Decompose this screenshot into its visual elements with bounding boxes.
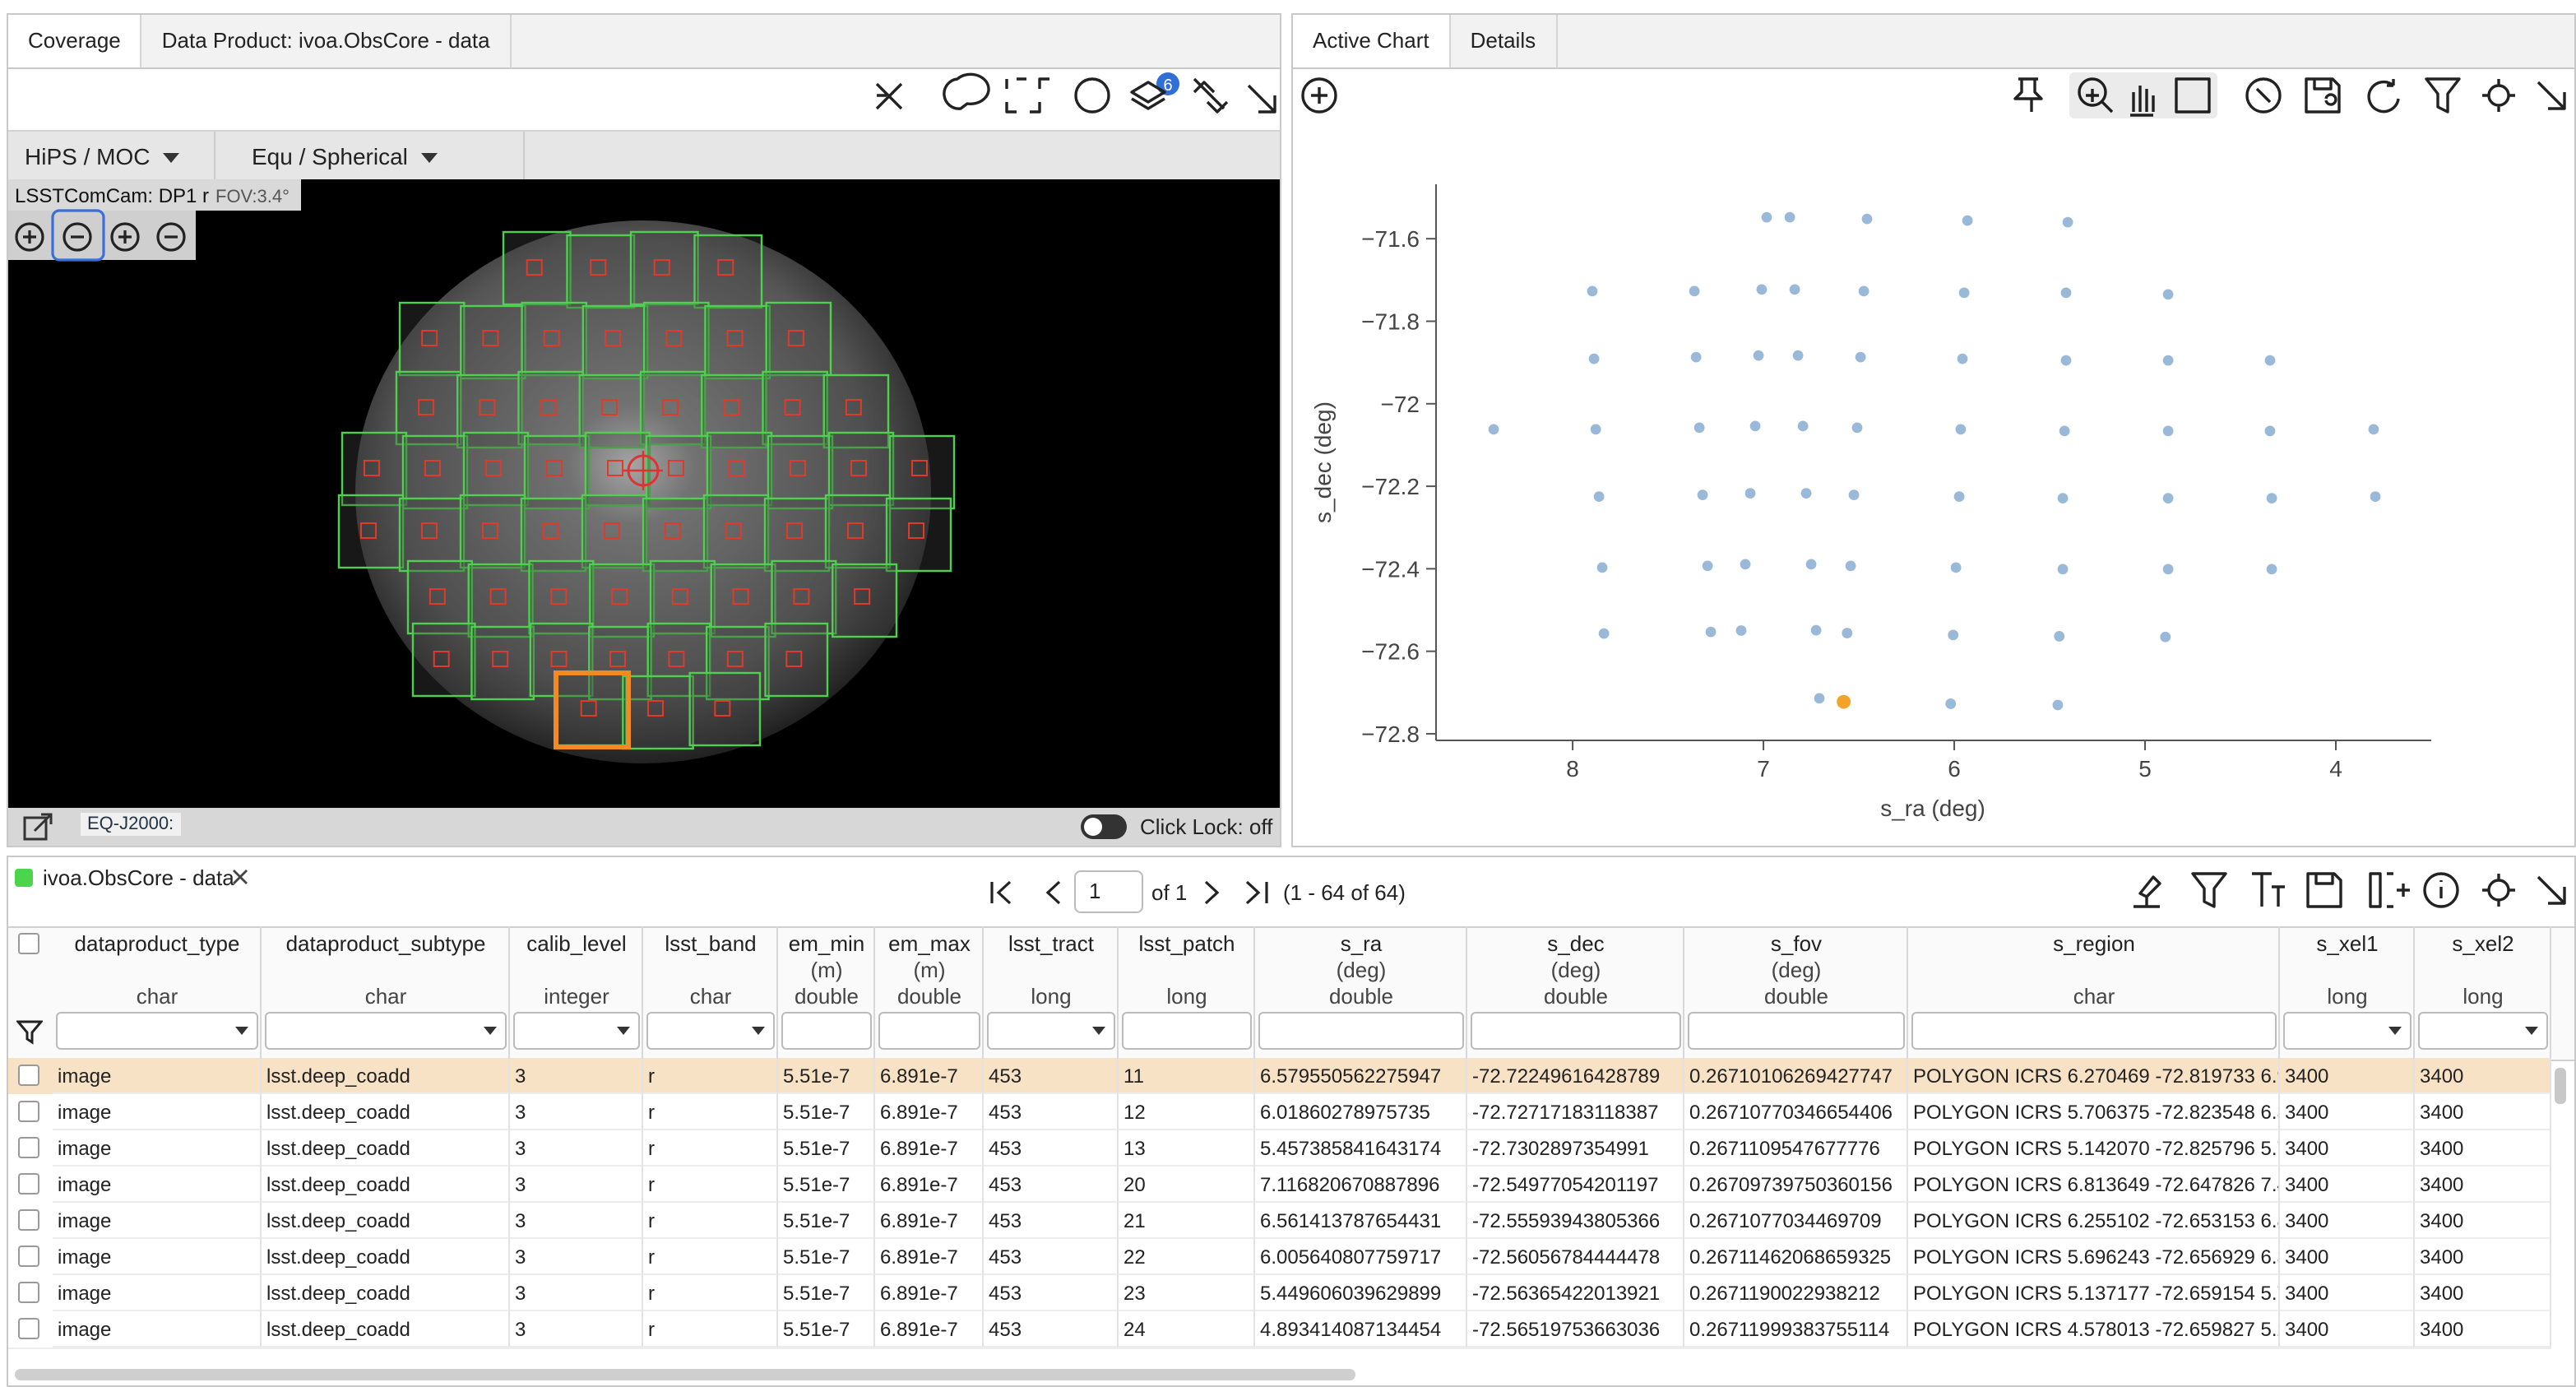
toolbar-button[interactable] xyxy=(1249,86,1275,112)
tool-active xyxy=(2069,72,2217,118)
toolbar-button[interactable] xyxy=(2369,79,2398,112)
toolbar-button[interactable] xyxy=(2538,82,2564,109)
toolbar-button[interactable] xyxy=(1303,79,1336,112)
toolbar-button[interactable] xyxy=(1194,79,1227,112)
toolbar-button[interactable] xyxy=(2193,874,2226,907)
toolbar-button[interactable] xyxy=(2538,877,2564,903)
toolbar-button[interactable] xyxy=(2247,79,2280,112)
toolbar-button[interactable] xyxy=(2252,874,2285,907)
toolbar-button[interactable] xyxy=(877,84,901,109)
toolbar-button[interactable] xyxy=(1007,79,1049,112)
toolbar-button[interactable] xyxy=(2482,874,2515,907)
toolbar-button[interactable] xyxy=(2425,874,2458,907)
toolbar-button[interactable] xyxy=(2370,874,2410,907)
toolbar-button[interactable] xyxy=(2308,874,2341,907)
toolbar-button[interactable] xyxy=(944,74,989,109)
toolbar-button[interactable] xyxy=(2426,79,2459,112)
toolbar-button[interactable] xyxy=(2306,79,2339,112)
toolbar-button[interactable] xyxy=(2015,79,2041,112)
toolbar-button[interactable] xyxy=(2134,877,2160,907)
toolbar-button[interactable] xyxy=(2482,79,2515,112)
toolbar-button[interactable] xyxy=(1076,79,1109,112)
